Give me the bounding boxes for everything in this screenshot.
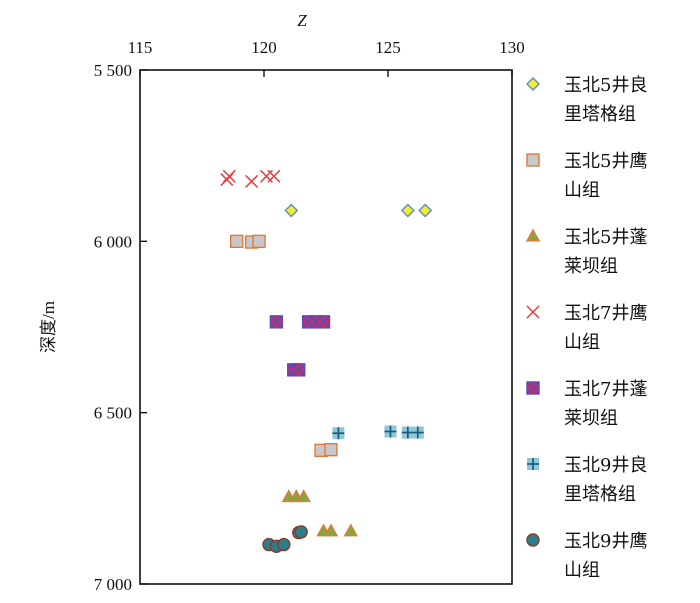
legend-marker [526, 153, 540, 167]
y-tick-label: 5 500 [94, 61, 132, 80]
data-point [294, 525, 308, 539]
x-tick-label: 130 [499, 38, 525, 57]
data-point [400, 203, 415, 218]
legend-marker [526, 305, 540, 319]
legend-label: 里塔格组 [564, 104, 636, 125]
legend-label: 玉北7井蓬 [564, 379, 647, 400]
data-point [284, 203, 299, 218]
legend-marker [526, 381, 540, 395]
legend-label: 山组 [564, 180, 600, 201]
data-point [332, 427, 345, 440]
legend-label: 玉北9井鹰 [564, 531, 647, 552]
data-point [267, 169, 281, 183]
x-axis-ticks: 115 120 125 130 [128, 38, 525, 77]
y-axis-title: 深度/m [39, 301, 58, 353]
x-axis-title: Z [297, 11, 307, 30]
legend-label: 山组 [564, 560, 600, 581]
data-point [384, 425, 397, 438]
legend-marker [525, 228, 541, 242]
data-point [277, 537, 291, 552]
data-points [220, 169, 433, 554]
legend-marker [526, 77, 540, 91]
data-point [323, 523, 339, 537]
x-tick-label: 115 [128, 38, 153, 57]
data-point [418, 203, 433, 218]
data-point [230, 234, 244, 249]
x-tick-label: 125 [375, 38, 401, 57]
legend-label: 玉北9井良 [564, 455, 647, 476]
legend: 玉北5井良里塔格组玉北5井鹰山组玉北5井蓬莱坝组玉北7井鹰山组玉北7井蓬莱坝组玉… [525, 75, 647, 581]
legend-label: 玉北5井蓬 [564, 227, 647, 248]
data-point [269, 315, 284, 329]
y-tick-label: 6 000 [94, 232, 132, 251]
y-tick-label: 6 500 [94, 404, 132, 423]
y-axis-ticks: 5 500 6 000 6 500 7 000 [94, 61, 147, 594]
data-point [292, 363, 306, 377]
legend-marker [526, 533, 540, 547]
data-point [245, 174, 259, 188]
legend-label: 玉北5井良 [564, 75, 647, 96]
data-point [222, 169, 236, 183]
plot-frame [139, 69, 513, 585]
data-point [343, 523, 358, 537]
data-point [324, 442, 338, 457]
data-point [252, 234, 266, 249]
legend-label: 莱坝组 [564, 256, 618, 277]
legend-label: 莱坝组 [564, 408, 618, 429]
data-point [296, 489, 311, 503]
data-point [411, 426, 424, 439]
legend-label: 里塔格组 [564, 484, 636, 505]
legend-label: 山组 [564, 332, 600, 353]
data-point [316, 315, 331, 329]
y-tick-label: 7 000 [94, 575, 132, 594]
legend-marker [527, 458, 539, 470]
x-tick-label: 120 [251, 38, 277, 57]
legend-label: 玉北7井鹰 [564, 303, 647, 324]
legend-label: 玉北5井鹰 [564, 151, 647, 172]
